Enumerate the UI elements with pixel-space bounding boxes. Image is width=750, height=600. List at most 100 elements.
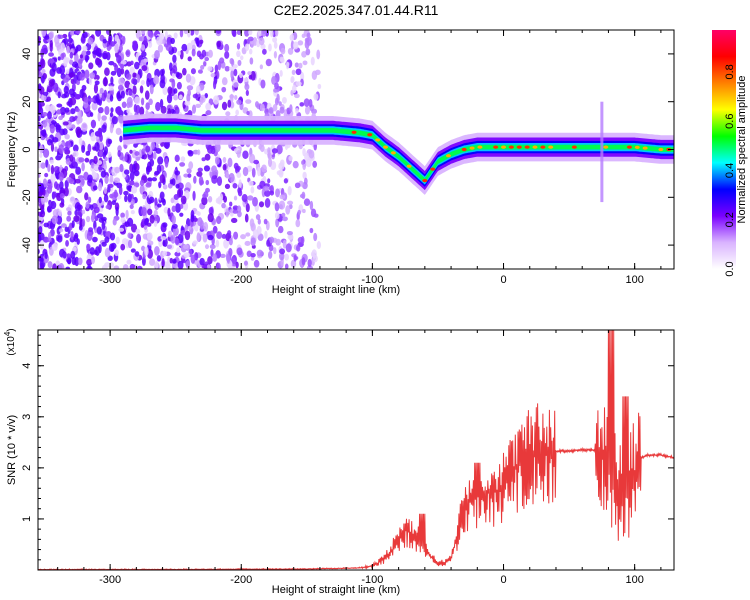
noise-speck <box>252 196 258 207</box>
ridge-hotspot <box>508 145 514 149</box>
noise-speck <box>265 58 272 67</box>
noise-speck <box>273 247 277 255</box>
noise-speck <box>66 215 72 222</box>
noise-speck <box>173 88 178 94</box>
noise-speck <box>38 225 43 235</box>
noise-speck <box>82 31 88 39</box>
noise-speck <box>278 200 286 210</box>
noise-speck <box>170 234 176 244</box>
noise-speck <box>88 62 94 70</box>
noise-speck <box>103 89 108 98</box>
noise-speck <box>215 30 222 34</box>
ridge-hotspot <box>406 164 412 168</box>
noise-speck <box>170 197 175 204</box>
noise-speck <box>313 232 318 242</box>
noise-speck <box>159 98 164 108</box>
noise-speck <box>158 181 162 189</box>
snr-y-label: SNR (10 * v/v) <box>6 415 18 485</box>
noise-speck <box>104 174 109 185</box>
noise-speck <box>261 30 267 37</box>
noise-speck <box>44 196 49 203</box>
noise-speck <box>141 148 146 155</box>
noise-speck <box>294 62 299 68</box>
noise-speck <box>79 72 86 81</box>
noise-speck <box>242 77 249 83</box>
noise-speck <box>280 57 285 64</box>
noise-speck <box>264 230 268 239</box>
noise-speck <box>214 142 221 153</box>
noise-speck <box>48 231 52 241</box>
noise-speck <box>125 209 129 220</box>
y-tick-label: 3 <box>21 414 33 420</box>
noise-speck <box>114 43 119 54</box>
noise-speck <box>199 39 204 44</box>
noise-speck <box>290 40 295 51</box>
noise-speck <box>141 256 146 266</box>
noise-speck <box>48 31 54 40</box>
noise-speck <box>59 192 65 199</box>
noise-speck <box>134 61 140 70</box>
noise-speck <box>98 182 103 192</box>
noise-speck <box>135 104 141 114</box>
noise-speck <box>116 105 122 116</box>
noise-speck <box>177 50 181 56</box>
noise-speck <box>317 83 322 90</box>
noise-speck <box>264 189 271 197</box>
noise-speck <box>53 181 58 190</box>
noise-speck <box>38 101 41 111</box>
noise-speck <box>59 181 64 190</box>
noise-speck <box>84 192 89 201</box>
noise-speck <box>260 79 266 89</box>
noise-speck <box>224 183 231 190</box>
noise-speck <box>300 236 305 245</box>
noise-speck <box>91 213 95 223</box>
noise-speck <box>74 93 81 100</box>
noise-speck <box>313 93 319 101</box>
noise-speck <box>107 183 114 188</box>
noise-speck <box>94 80 100 86</box>
noise-speck <box>85 150 91 156</box>
noise-speck <box>235 109 239 116</box>
noise-speck <box>66 258 72 265</box>
noise-speck <box>55 41 61 48</box>
noise-speck <box>63 187 69 197</box>
noise-speck <box>293 254 297 262</box>
noise-speck <box>74 178 81 184</box>
noise-speck <box>69 154 74 162</box>
noise-speck <box>216 176 223 187</box>
noise-speck <box>108 61 115 66</box>
noise-speck <box>145 145 151 153</box>
noise-speck <box>248 180 254 187</box>
noise-speck <box>70 230 74 240</box>
noise-speck <box>51 62 57 73</box>
noise-speck <box>115 236 120 245</box>
colorbar: 0.0 0.2 0.4 0.6 0.8 Normalized spectral ampl… <box>712 30 748 277</box>
noise-speck <box>108 243 115 253</box>
noise-speck <box>236 50 241 58</box>
noise-speck <box>124 80 131 89</box>
spectrogram-noise <box>38 30 322 269</box>
noise-speck <box>195 210 200 215</box>
noise-speck <box>229 93 234 103</box>
noise-speck <box>40 194 45 205</box>
noise-speck <box>57 235 63 243</box>
y-tick-label: 0 <box>21 146 33 152</box>
noise-speck <box>199 94 206 103</box>
noise-speck <box>274 82 279 90</box>
noise-speck <box>160 73 165 84</box>
noise-speck <box>48 52 55 57</box>
noise-speck <box>113 177 121 184</box>
noise-speck <box>141 65 148 72</box>
noise-speck <box>38 173 41 178</box>
noise-speck <box>96 213 104 219</box>
noise-speck <box>203 191 209 198</box>
noise-speck <box>98 196 102 204</box>
noise-speck <box>46 184 53 194</box>
noise-speck <box>162 250 168 257</box>
spectral-spike <box>600 101 604 203</box>
noise-speck <box>233 82 239 88</box>
noise-speck <box>115 127 122 136</box>
noise-speck <box>58 263 65 269</box>
noise-speck <box>118 185 123 196</box>
noise-speck <box>41 44 48 55</box>
